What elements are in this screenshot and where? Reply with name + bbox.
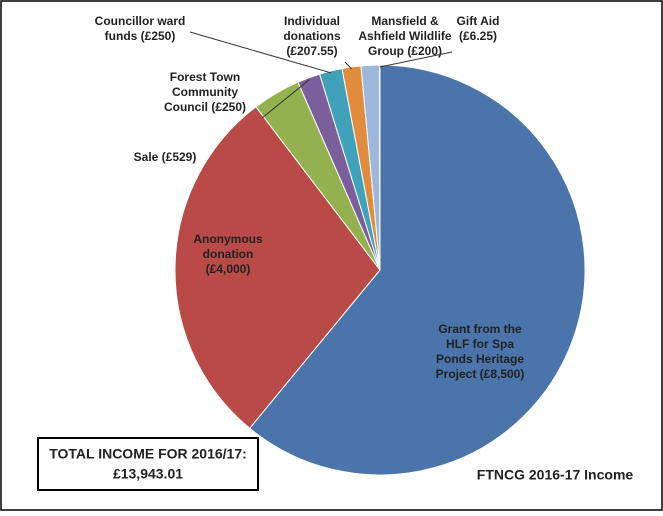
slice-label: (£207.55) — [286, 44, 337, 58]
slice-label: Anonymous — [193, 232, 263, 246]
pie-slice — [378, 64, 381, 271]
slice-label: Sale (£529) — [134, 150, 197, 164]
slice-label: Ashfield Wildlife — [358, 29, 452, 43]
slice-label: (£4,000) — [206, 262, 251, 276]
slice-label: Councillor ward — [95, 14, 186, 28]
total-label: TOTAL INCOME FOR 2016/17: — [49, 446, 247, 462]
slice-label: (£6.25) — [459, 29, 497, 43]
slice-label: Community — [172, 85, 238, 99]
slice-label: HLF for Spa — [446, 337, 514, 351]
slice-label: Project (£8,500) — [436, 367, 525, 381]
slice-label: donation — [203, 247, 254, 261]
leader-line — [344, 61, 353, 70]
slice-label: Gift Aid — [457, 14, 500, 28]
pie-slice — [174, 106, 381, 429]
slice-label: Individual — [284, 14, 340, 28]
total-box — [37, 437, 259, 491]
slice-label: Mansfield & — [371, 14, 439, 28]
chart-title: FTNCG 2016-17 Income — [477, 467, 634, 483]
slice-label: Forest Town — [170, 70, 240, 84]
leader-line — [379, 51, 453, 68]
leader-line — [261, 79, 310, 119]
slice-label: Group (£200) — [368, 44, 442, 58]
slice-label: funds (£250) — [105, 29, 176, 43]
pie-slice — [248, 64, 586, 476]
leader-line — [189, 31, 332, 74]
total-value: £13,943.01 — [113, 466, 183, 482]
slice-label: Ponds Heritage — [436, 352, 524, 366]
slice-label: donations — [283, 29, 341, 43]
slice-label: Council (£250) — [164, 100, 246, 114]
slice-label: Grant from the — [438, 322, 522, 336]
